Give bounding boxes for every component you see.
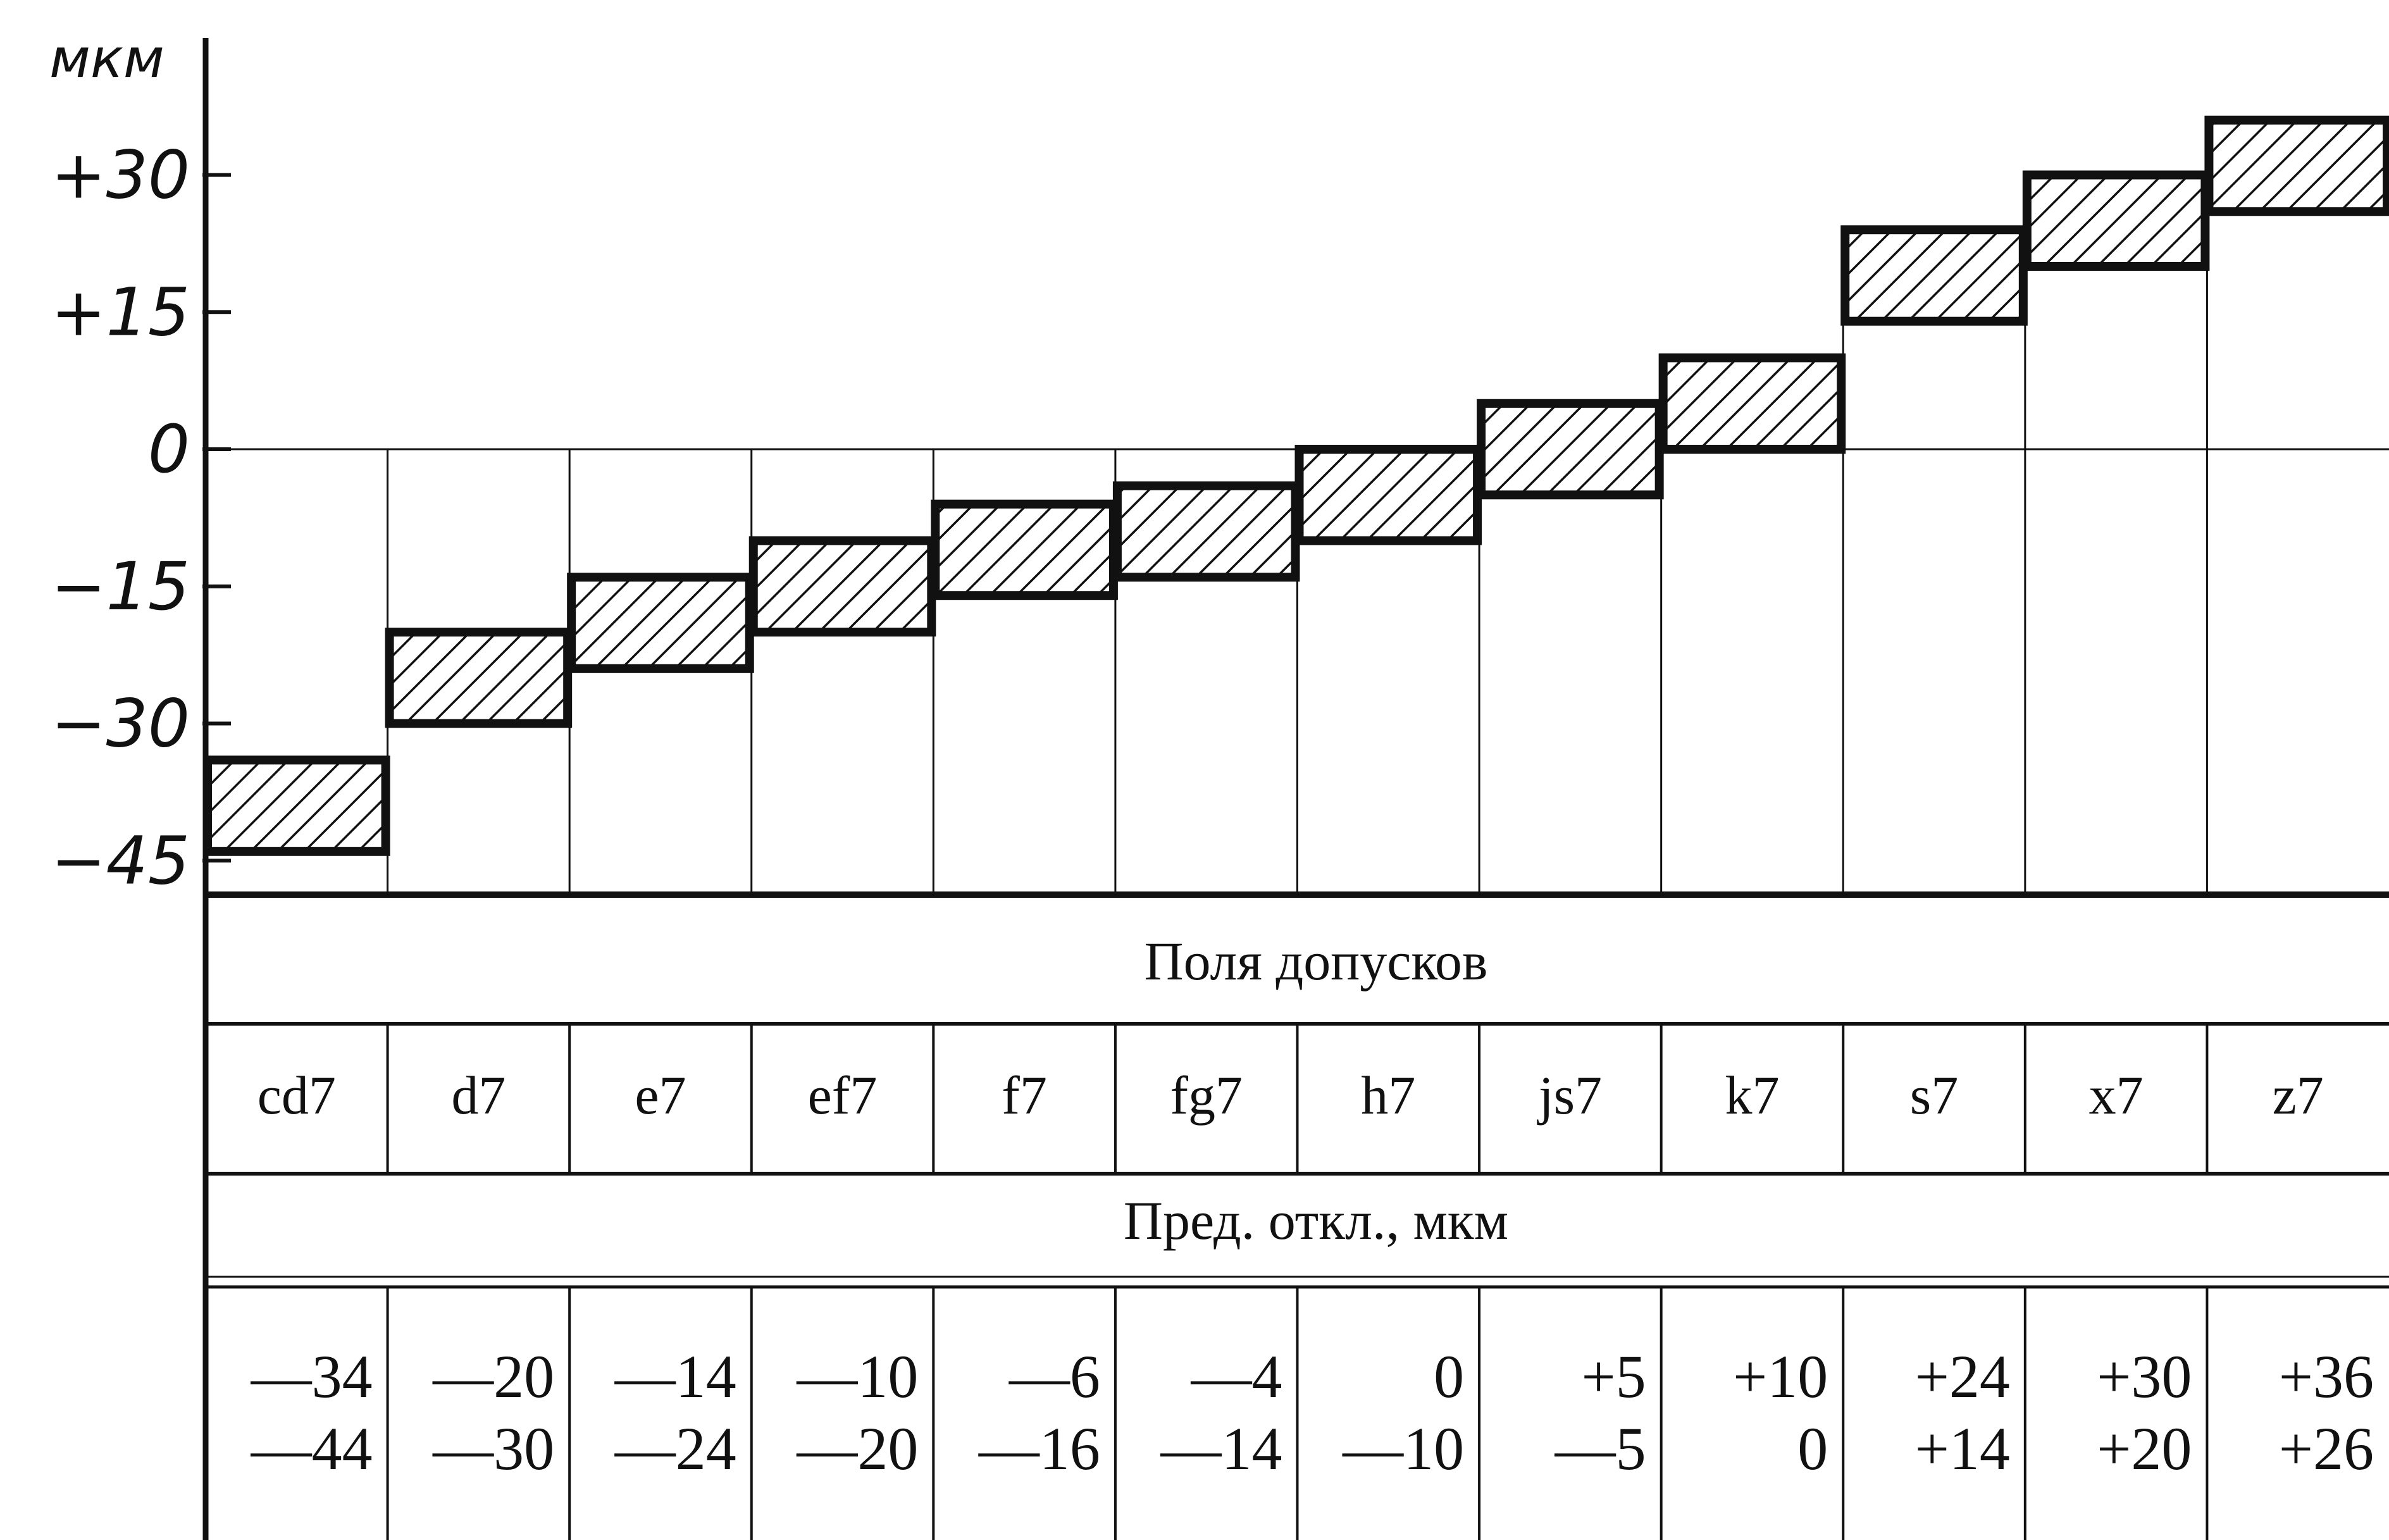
lower-deviation-d7: —30 [432,1415,554,1482]
tolerance-field-x7 [2022,170,2210,271]
row-title-deviations: Пред. откл., мкм [1124,1190,1508,1251]
chart-frame [202,38,2389,1540]
upper-deviation-k7: +10 [1733,1343,1828,1410]
category-label-ef7: ef7 [808,1065,878,1126]
y-tick-label: −45 [51,822,190,899]
lower-deviation-fg7: —14 [1160,1415,1282,1482]
deviation-values: —34—44—20—30—14—24—10—20—6—16—4—140—10+5… [251,1343,2374,1482]
category-label-js7: js7 [1537,1065,1602,1126]
upper-deviation-f7: —6 [1008,1343,1100,1410]
category-label-s7: s7 [1910,1065,1958,1126]
tolerance-field-f7 [931,499,1118,600]
category-label-z7: z7 [2273,1065,2324,1126]
upper-deviation-z7: +36 [2279,1343,2374,1410]
tolerance-fields [203,115,2389,856]
y-axis: +30 +15 0 −15 −30 −45 [51,137,231,899]
category-label-d7: d7 [451,1065,506,1126]
y-tick-label: +30 [51,137,190,214]
tolerance-field-e7 [567,573,754,673]
tolerance-field-js7 [1477,399,1664,500]
tolerance-field-fg7 [1112,481,1300,582]
y-tick-label: 0 [148,411,190,488]
y-tick-label: −30 [51,685,190,762]
upper-deviation-e7: —14 [614,1343,736,1410]
upper-deviation-fg7: —4 [1191,1343,1282,1410]
tolerance-field-ef7 [748,536,936,636]
upper-deviation-js7: +5 [1582,1343,1646,1410]
lower-deviation-z7: +26 [2279,1415,2374,1482]
y-tick-label: −15 [51,548,190,625]
lower-deviation-s7: +14 [1915,1415,2010,1482]
lower-deviation-k7: 0 [1797,1415,1828,1482]
tolerance-field-z7 [2204,115,2389,216]
upper-deviation-x7: +30 [2097,1343,2192,1410]
row-title-fields: Поля допусков [1145,931,1488,991]
upper-deviation-s7: +24 [1915,1343,2010,1410]
upper-deviation-h7: 0 [1434,1343,1464,1410]
tolerance-field-cd7 [203,755,390,856]
category-labels: cd7 d7 e7 ef7 f7 fg7 h7 js7 k7 s7 x7 z7 [258,1065,2324,1126]
category-label-k7: k7 [1725,1065,1779,1126]
y-tick-label: +15 [51,273,190,351]
category-label-cd7: cd7 [258,1065,336,1126]
tolerance-field-s7 [1840,225,2028,326]
lower-deviation-js7: —5 [1554,1415,1646,1482]
lower-deviation-h7: —10 [1342,1415,1464,1482]
category-label-fg7: fg7 [1170,1065,1243,1126]
tolerance-field-d7 [385,628,573,728]
tolerance-field-h7 [1294,445,1482,545]
category-label-f7: f7 [1002,1065,1047,1126]
lower-deviation-ef7: —20 [796,1415,918,1482]
lower-deviation-x7: +20 [2097,1415,2192,1482]
upper-deviation-ef7: —10 [796,1343,918,1410]
category-label-e7: e7 [635,1065,686,1126]
lower-deviation-e7: —24 [614,1415,736,1482]
category-label-x7: x7 [2089,1065,2144,1126]
lower-deviation-cd7: —44 [251,1415,373,1482]
tolerance-field-k7 [1658,353,1846,454]
lower-deviation-f7: —16 [978,1415,1100,1482]
upper-deviation-d7: —20 [432,1343,554,1410]
upper-deviation-cd7: —34 [251,1343,373,1410]
category-label-h7: h7 [1361,1065,1415,1126]
y-unit-label: мкм [49,27,164,90]
